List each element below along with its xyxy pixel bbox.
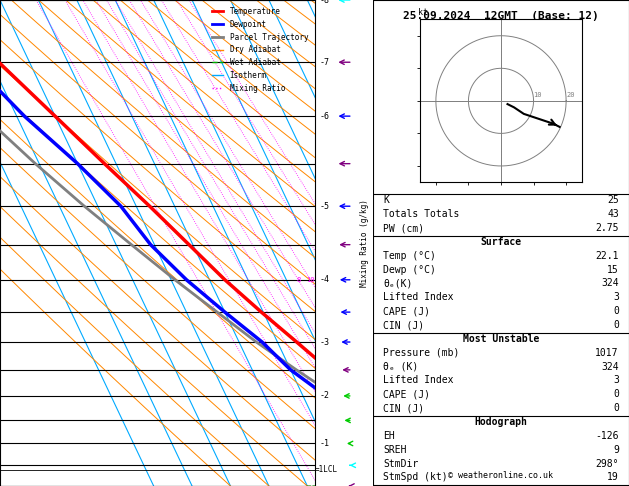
Text: 298°: 298°	[595, 459, 619, 469]
Text: 0: 0	[613, 320, 619, 330]
Text: -4: -4	[320, 275, 330, 284]
Text: Temp (°C): Temp (°C)	[383, 251, 436, 261]
Text: Dewp (°C): Dewp (°C)	[383, 264, 436, 275]
Text: PW (cm): PW (cm)	[383, 223, 425, 233]
Text: 19: 19	[607, 472, 619, 483]
Text: 25.09.2024  12GMT  (Base: 12): 25.09.2024 12GMT (Base: 12)	[403, 11, 599, 21]
Text: 22.1: 22.1	[595, 251, 619, 261]
Text: 324: 324	[601, 362, 619, 372]
Text: θₑ (K): θₑ (K)	[383, 362, 418, 372]
Text: CIN (J): CIN (J)	[383, 320, 425, 330]
Text: -3: -3	[320, 337, 330, 347]
Text: -8: -8	[320, 0, 330, 4]
Text: 324: 324	[601, 278, 619, 289]
Text: 8: 8	[296, 277, 300, 283]
Legend: Temperature, Dewpoint, Parcel Trajectory, Dry Adiabat, Wet Adiabat, Isotherm, Mi: Temperature, Dewpoint, Parcel Trajectory…	[209, 4, 311, 96]
Text: 43: 43	[607, 209, 619, 219]
Text: EH: EH	[383, 431, 395, 441]
Text: 15: 15	[607, 264, 619, 275]
Text: Surface: Surface	[481, 237, 521, 247]
Text: -5: -5	[320, 202, 330, 211]
Text: 0: 0	[613, 306, 619, 316]
Text: 3: 3	[613, 376, 619, 385]
Text: 0: 0	[613, 403, 619, 413]
Text: CAPE (J): CAPE (J)	[383, 306, 430, 316]
Text: -2: -2	[320, 391, 330, 400]
Text: Totals Totals: Totals Totals	[383, 209, 460, 219]
Text: -126: -126	[595, 431, 619, 441]
Text: Lifted Index: Lifted Index	[383, 376, 454, 385]
Text: StmSpd (kt): StmSpd (kt)	[383, 472, 448, 483]
Text: CAPE (J): CAPE (J)	[383, 389, 430, 399]
Text: Hodograph: Hodograph	[474, 417, 528, 427]
Text: Mixing Ratio (g/kg): Mixing Ratio (g/kg)	[360, 199, 369, 287]
Text: 3: 3	[613, 293, 619, 302]
Text: θₑ(K): θₑ(K)	[383, 278, 413, 289]
Text: -1: -1	[320, 439, 330, 448]
Text: 1017: 1017	[595, 348, 619, 358]
Text: Most Unstable: Most Unstable	[463, 334, 539, 344]
Text: 0: 0	[613, 389, 619, 399]
Text: 10: 10	[306, 277, 314, 283]
Text: 2.75: 2.75	[595, 223, 619, 233]
Text: Lifted Index: Lifted Index	[383, 293, 454, 302]
Text: StmDir: StmDir	[383, 459, 418, 469]
Text: © weatheronline.co.uk: © weatheronline.co.uk	[448, 471, 554, 480]
Text: CIN (J): CIN (J)	[383, 403, 425, 413]
Text: -6: -6	[320, 112, 330, 121]
Text: 25: 25	[607, 195, 619, 206]
Text: SREH: SREH	[383, 445, 407, 455]
Text: =1LCL: =1LCL	[315, 465, 338, 474]
Text: Pressure (mb): Pressure (mb)	[383, 348, 460, 358]
Text: 9: 9	[613, 445, 619, 455]
Text: K: K	[383, 195, 389, 206]
Text: -7: -7	[320, 58, 330, 67]
